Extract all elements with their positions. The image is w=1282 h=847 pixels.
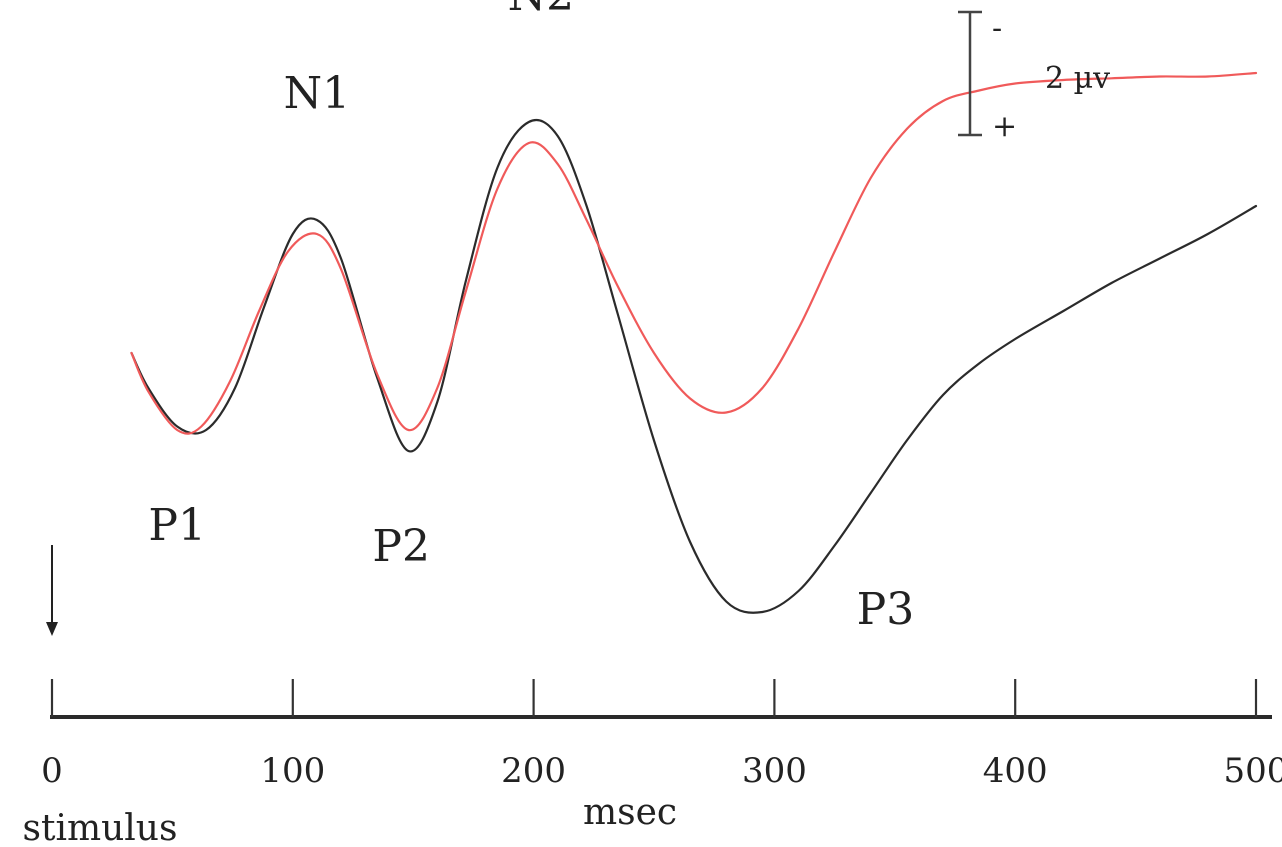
- stimulus-arrow-head: [46, 622, 58, 636]
- peak-label-p2: P2: [372, 521, 430, 572]
- x-tick-label-500: 500: [1224, 751, 1282, 791]
- x-tick-label-200: 200: [501, 751, 566, 791]
- stimulus-label: stimulus: [23, 808, 178, 847]
- scale-bar-negative-sign: -: [992, 11, 1002, 46]
- erp-waveform-2: [130, 71, 1258, 435]
- label-layer: N1 N2 P1 P2 P3: [148, 0, 914, 635]
- scale-bar: - +2 µv: [958, 10, 1110, 144]
- peak-label-p3: P3: [857, 584, 915, 635]
- waveform-layer: [130, 71, 1258, 614]
- x-axis-title: msec: [583, 792, 677, 833]
- x-axis: 0 100 200 300 400 500 msec stimulus: [23, 545, 1282, 847]
- x-tick-label-0: 0: [41, 751, 63, 791]
- erp-waveform-1: [130, 118, 1258, 614]
- scale-bar-value: 2 µv: [1045, 61, 1110, 96]
- x-tick-label-400: 400: [983, 751, 1048, 791]
- peak-label-p1: P1: [148, 500, 206, 551]
- x-tick-label-100: 100: [260, 751, 325, 791]
- scale-bar-positive-sign: +: [992, 109, 1017, 144]
- peak-label-n2: N2: [508, 0, 575, 21]
- x-tick-label-300: 300: [742, 751, 807, 791]
- peak-label-n1: N1: [284, 68, 351, 119]
